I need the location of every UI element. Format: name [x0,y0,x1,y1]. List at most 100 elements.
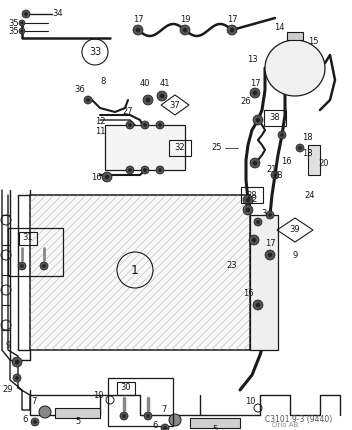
Bar [117,381,135,394]
Circle shape [86,98,90,102]
Circle shape [253,115,263,125]
Text: 17: 17 [250,79,260,87]
Circle shape [42,264,46,268]
Text: 32: 32 [175,144,185,153]
Circle shape [33,420,37,424]
Circle shape [243,205,253,215]
Text: 13: 13 [247,55,257,64]
Bar [105,125,185,170]
Circle shape [253,91,257,95]
Circle shape [141,166,149,174]
Text: 18: 18 [302,132,312,141]
Text: 21: 21 [267,166,277,175]
Text: Orio AB: Orio AB [272,422,298,428]
Circle shape [126,166,134,174]
Circle shape [160,94,164,98]
Bar [108,378,173,426]
Circle shape [19,28,25,34]
Circle shape [246,198,250,202]
Text: 33: 33 [89,47,101,57]
Circle shape [280,133,284,137]
Circle shape [180,25,190,35]
Circle shape [21,22,23,25]
Circle shape [126,121,134,129]
Text: 7: 7 [31,397,37,406]
Text: 16: 16 [91,172,101,181]
Circle shape [12,357,22,367]
Text: 40: 40 [140,80,150,89]
Text: 12: 12 [95,117,105,126]
Text: 19: 19 [180,15,190,24]
Text: 17: 17 [265,239,275,248]
Text: 10: 10 [93,390,103,399]
Text: 30: 30 [121,384,131,393]
Text: 11: 11 [95,128,105,136]
Circle shape [268,253,272,257]
Circle shape [227,25,237,35]
Circle shape [156,121,164,129]
Text: 3: 3 [261,209,267,218]
Circle shape [143,123,147,127]
Circle shape [278,131,286,139]
Circle shape [246,208,250,212]
Circle shape [273,173,277,177]
Text: 37: 37 [170,101,180,110]
Bar [287,32,303,40]
Text: 24: 24 [305,190,315,200]
Circle shape [183,28,187,32]
Text: 9: 9 [5,341,11,350]
Circle shape [254,218,262,226]
Bar [308,145,320,175]
Circle shape [256,220,260,224]
Circle shape [157,91,167,101]
Circle shape [161,424,169,430]
Text: 1: 1 [131,264,139,276]
Circle shape [141,121,149,129]
Circle shape [24,12,28,16]
Circle shape [265,250,275,260]
Circle shape [253,300,263,310]
Circle shape [146,414,150,418]
Bar [19,231,37,245]
Bar [169,140,191,156]
Circle shape [22,10,30,18]
Circle shape [253,161,257,165]
Circle shape [40,262,48,270]
Bar [8,228,63,276]
Text: 41: 41 [160,80,170,89]
Polygon shape [265,40,325,96]
Circle shape [105,175,109,179]
Text: 17: 17 [227,15,237,24]
Text: 29: 29 [3,386,13,394]
Bar [30,195,250,350]
Text: 17: 17 [133,15,143,24]
Circle shape [136,28,140,32]
Circle shape [268,213,272,217]
Circle shape [298,146,302,150]
Polygon shape [55,408,100,418]
Circle shape [15,360,19,364]
Text: 36: 36 [75,86,86,95]
Text: 38: 38 [270,114,281,123]
Circle shape [296,144,304,152]
Circle shape [13,374,21,382]
Circle shape [252,238,256,242]
Circle shape [158,123,162,127]
Text: 39: 39 [290,225,300,234]
Circle shape [133,25,143,35]
Circle shape [230,28,234,32]
Circle shape [84,96,92,104]
Text: 2: 2 [251,196,257,205]
Text: 27: 27 [123,108,133,117]
Circle shape [163,426,167,430]
Text: 15: 15 [308,37,318,46]
Text: 10: 10 [245,397,255,406]
Text: 8: 8 [100,77,106,86]
Text: C3101 9-3 (9440): C3101 9-3 (9440) [265,415,332,424]
Text: 5: 5 [212,426,218,430]
Circle shape [266,211,274,219]
Circle shape [156,166,164,174]
Circle shape [169,414,181,426]
Text: 18: 18 [302,150,312,159]
Circle shape [39,406,51,418]
